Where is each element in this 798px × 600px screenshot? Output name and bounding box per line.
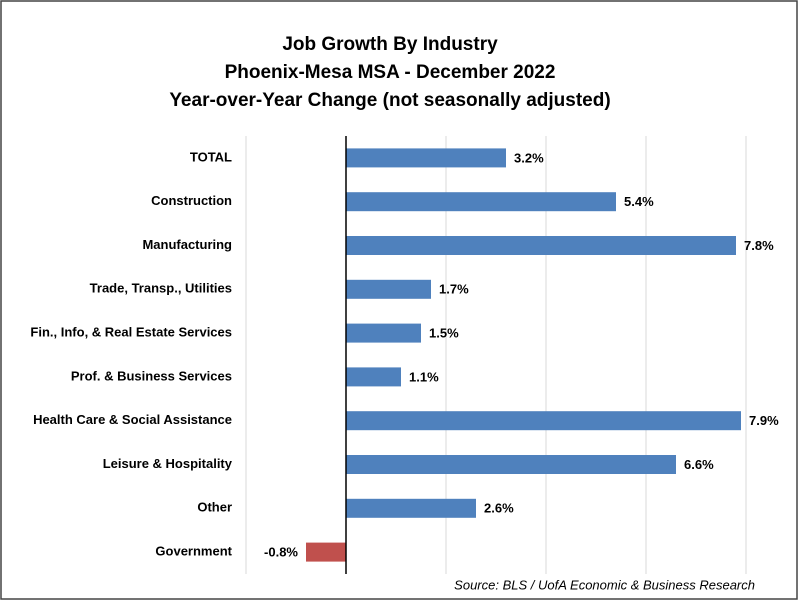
bar (346, 498, 476, 518)
bar (346, 455, 676, 474)
y-tick-label: Construction (151, 193, 232, 208)
bar (346, 148, 506, 168)
bar (346, 411, 741, 431)
chart-subtitle: Phoenix-Mesa MSA - December 2022 (225, 62, 556, 83)
y-tick-label: Manufacturing (142, 237, 232, 252)
data-label: 6.6% (684, 457, 714, 472)
bar (346, 367, 401, 387)
chart-title: Job Growth By Industry (282, 34, 498, 55)
data-label: 1.7% (439, 282, 469, 297)
bar (346, 192, 616, 212)
y-tick-label: Government (155, 544, 232, 559)
chart-subtitle: Year-over-Year Change (not seasonally ad… (169, 90, 610, 111)
data-label: 3.2% (514, 150, 544, 165)
bar (346, 236, 736, 255)
data-label: 7.9% (749, 413, 779, 428)
data-label: 2.6% (484, 501, 514, 516)
bar (346, 279, 431, 299)
y-tick-label: Leisure & Hospitality (103, 456, 233, 471)
y-tick-label: Fin., Info, & Real Estate Services (30, 325, 232, 340)
data-label: 1.1% (409, 369, 439, 384)
y-tick-label: Other (197, 500, 232, 515)
source-note: Source: BLS / UofA Economic & Business R… (454, 577, 755, 592)
y-tick-label: Trade, Transp., Utilities (90, 281, 232, 296)
data-label: 1.5% (429, 326, 459, 341)
y-tick-label: TOTAL (190, 149, 232, 164)
data-label: 5.4% (624, 194, 654, 209)
bar (306, 542, 346, 562)
bar (346, 323, 421, 343)
y-tick-label: Health Care & Social Assistance (33, 412, 232, 427)
data-label: 7.8% (744, 238, 774, 253)
y-tick-label: Prof. & Business Services (71, 368, 232, 383)
data-label: -0.8% (264, 545, 298, 560)
